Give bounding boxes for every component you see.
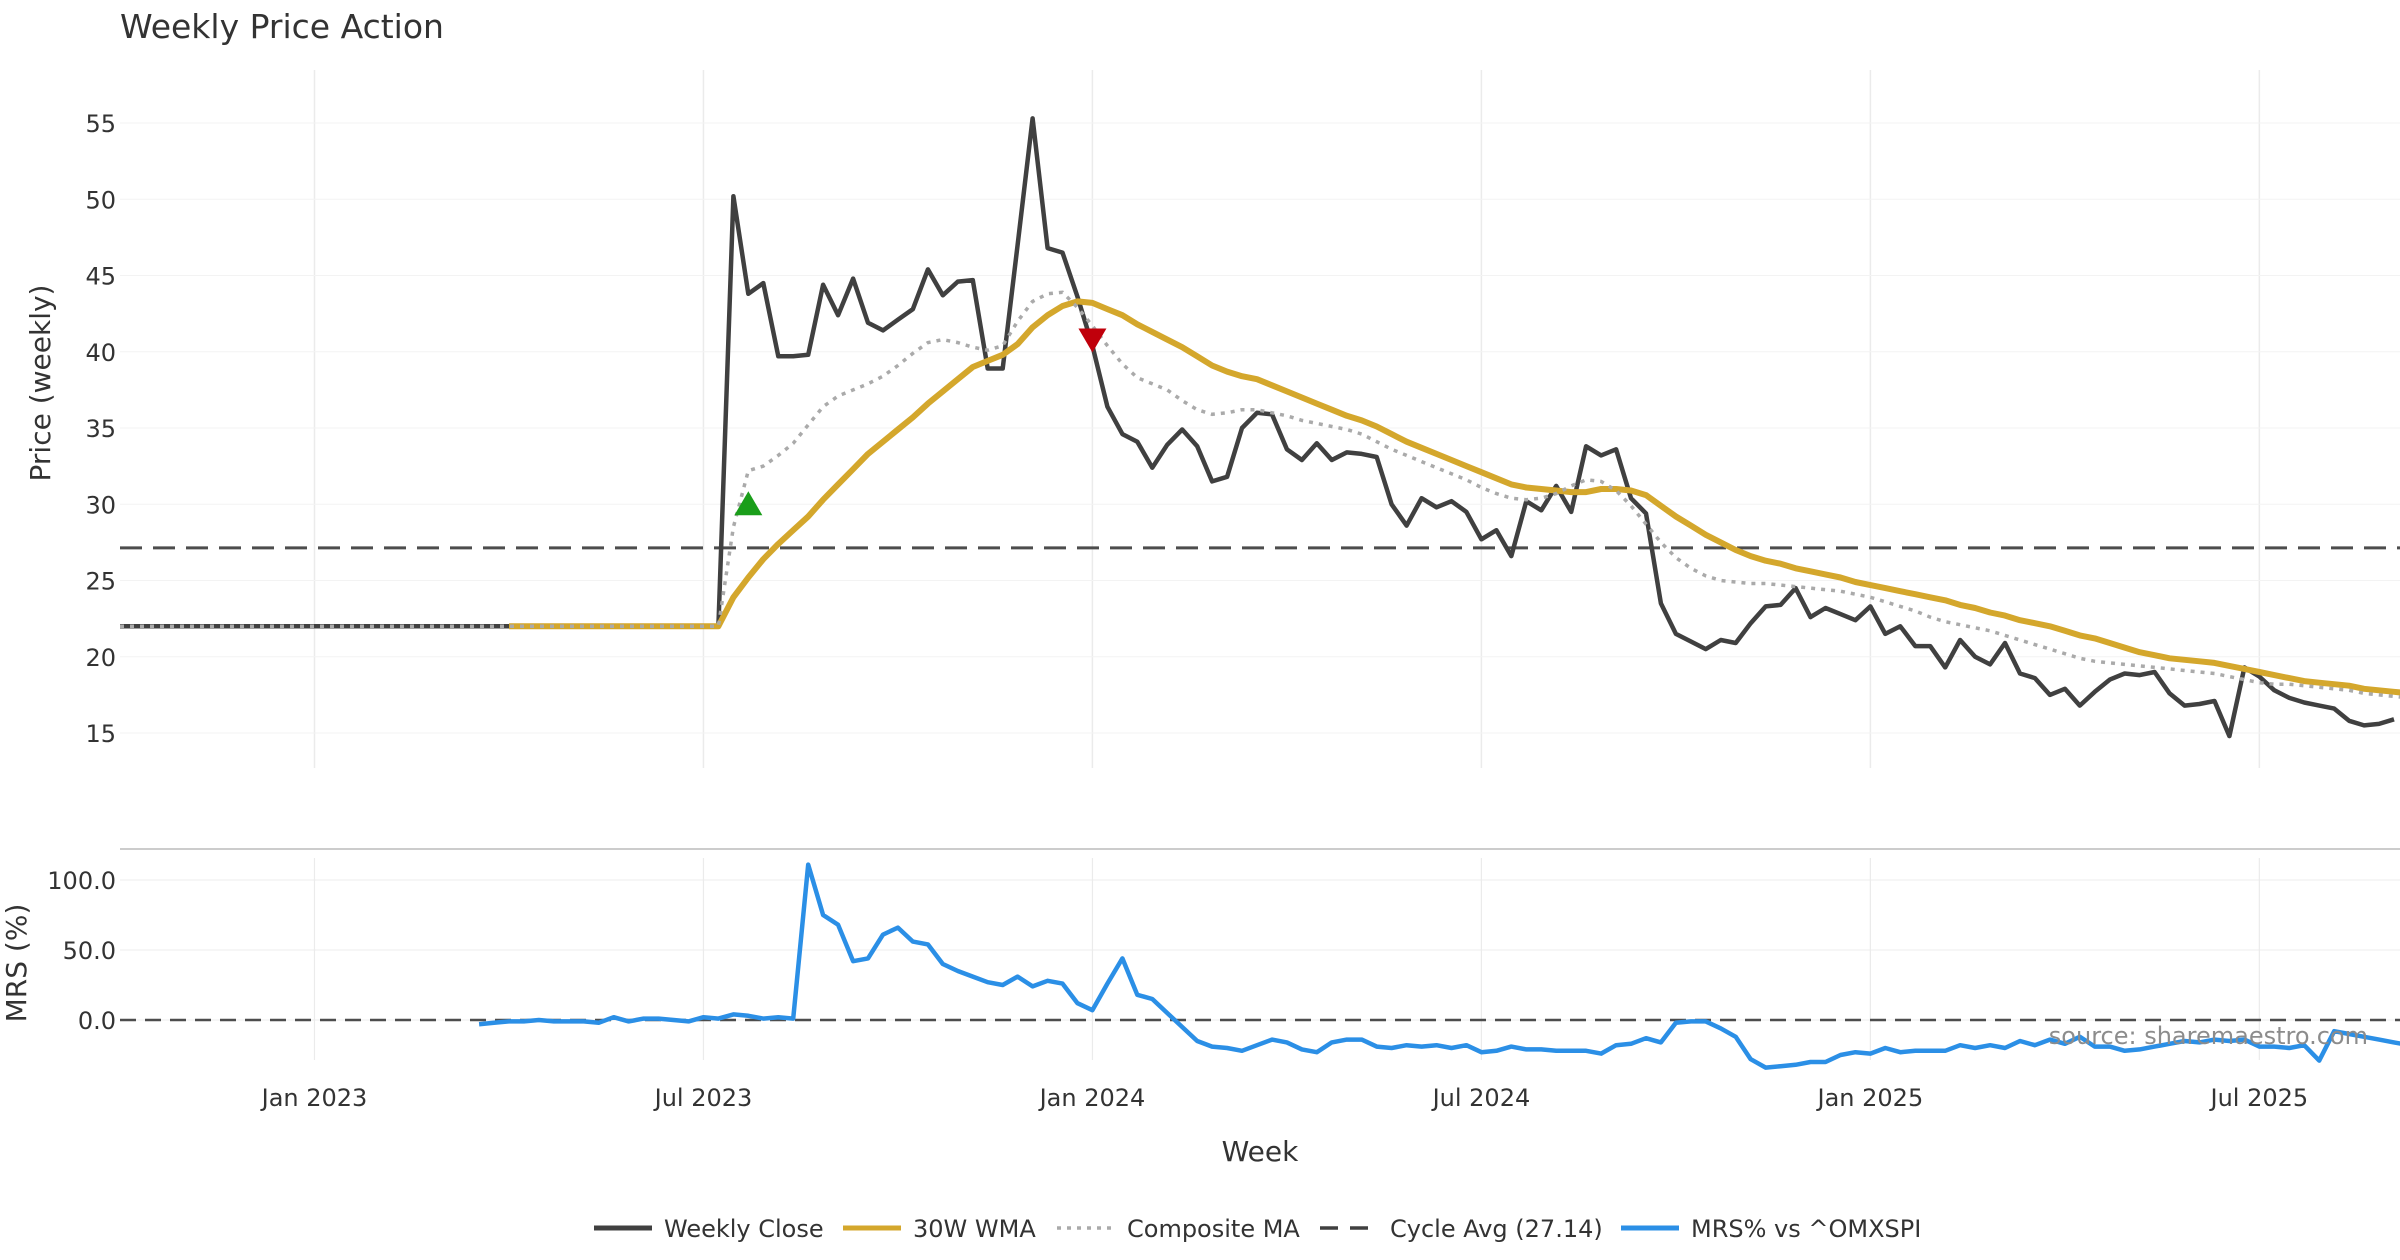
mrs-series bbox=[478, 862, 2400, 1070]
x-tick-label: Jul 2024 bbox=[1431, 1084, 1531, 1112]
price-y-tick-label: 35 bbox=[85, 415, 116, 443]
chart-title: Weekly Price Action bbox=[120, 7, 444, 46]
weekly-close-series bbox=[120, 116, 2395, 739]
legend-label: Weekly Close bbox=[664, 1215, 824, 1243]
legend-label: 30W WMA bbox=[913, 1215, 1036, 1243]
price-y-tick-label: 55 bbox=[85, 110, 116, 138]
legend: Weekly Close 30W WMA Composite MA Cycle Avg… bbox=[594, 1215, 1921, 1243]
price-panel: 15 20 25 30 35 40 45 50 55 bbox=[85, 70, 2400, 768]
buy-signal-marker bbox=[734, 491, 763, 516]
price-y-axis-label: Price (weekly) bbox=[24, 285, 57, 482]
legend-label: Cycle Avg (27.14) bbox=[1390, 1215, 1603, 1243]
x-tick-label: Jul 2023 bbox=[653, 1084, 753, 1112]
price-y-tick-label: 15 bbox=[85, 720, 116, 748]
wma-30-series bbox=[509, 298, 2400, 696]
x-tick-label: Jan 2025 bbox=[1816, 1084, 1924, 1112]
price-y-tick-label: 25 bbox=[85, 568, 116, 596]
price-gridlines bbox=[120, 70, 2400, 768]
x-tick-label: Jul 2025 bbox=[2209, 1084, 2309, 1112]
composite-ma-series bbox=[120, 290, 2400, 699]
source-note: source: sharemaestro.com bbox=[2049, 1022, 2368, 1050]
sell-signal-marker bbox=[1078, 328, 1107, 353]
legend-label: MRS% vs ^OMXSPI bbox=[1691, 1215, 1921, 1243]
price-y-tick-label: 45 bbox=[85, 263, 116, 291]
legend-label: Composite MA bbox=[1127, 1215, 1300, 1243]
mrs-y-tick-label: 50.0 bbox=[63, 937, 116, 965]
mrs-y-ticks: 0.0 50.0 100.0 bbox=[47, 867, 116, 1035]
price-y-tick-label: 30 bbox=[85, 491, 116, 519]
x-tick-label: Jan 2024 bbox=[1038, 1084, 1146, 1112]
x-tick-label: Jan 2023 bbox=[260, 1084, 368, 1112]
x-axis-label: Week bbox=[1222, 1135, 1299, 1168]
price-y-tick-label: 40 bbox=[85, 339, 116, 367]
price-y-tick-label: 20 bbox=[85, 644, 116, 672]
mrs-y-tick-label: 100.0 bbox=[47, 867, 116, 895]
mrs-panel: 0.0 50.0 100.0 bbox=[47, 858, 2400, 1070]
x-axis-ticks: Jan 2023 Jul 2023 Jan 2024 Jul 2024 Jan 2025… bbox=[260, 1084, 2309, 1112]
mrs-y-tick-label: 0.0 bbox=[78, 1007, 116, 1035]
mrs-y-axis-label: MRS (%) bbox=[0, 904, 33, 1023]
price-y-tick-label: 50 bbox=[85, 186, 116, 214]
signal-markers bbox=[734, 328, 1107, 516]
price-y-ticks: 15 20 25 30 35 40 45 50 55 bbox=[85, 110, 116, 748]
